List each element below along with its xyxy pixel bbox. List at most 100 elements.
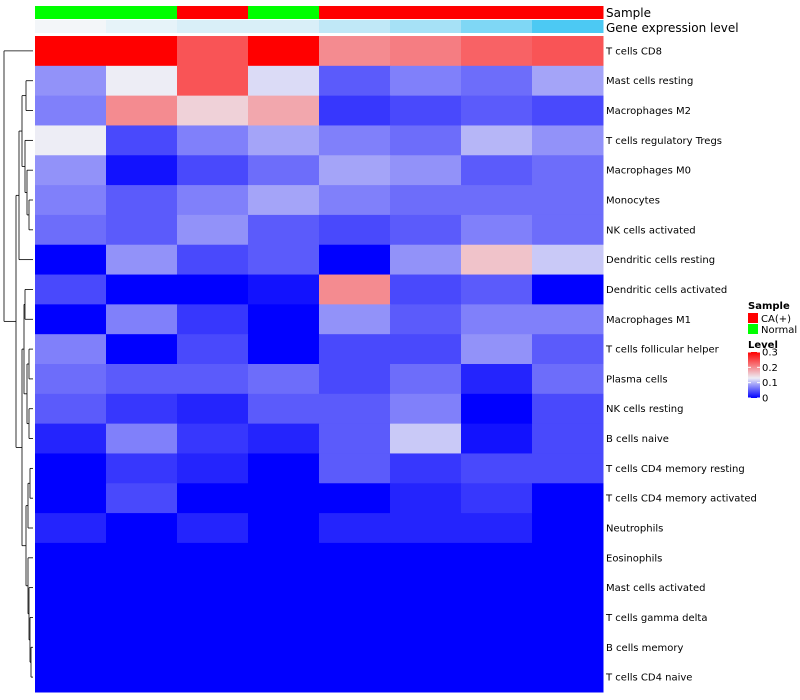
- heatmap-cell: [390, 364, 462, 395]
- heatmap-cell: [177, 364, 249, 395]
- heatmap-cell: [319, 185, 391, 216]
- heatmap-cell: [390, 214, 462, 246]
- heatmap-cell: [390, 334, 462, 365]
- heatmap-cell: [106, 483, 178, 514]
- heatmap-cell: [390, 453, 462, 484]
- legend-sample-entries: CA(+)Normal: [748, 313, 797, 336]
- heatmap-cell: [319, 602, 391, 633]
- heatmap-cell: [532, 393, 604, 425]
- sample-annotation-cell: [461, 6, 533, 19]
- heatmap-cell: [248, 274, 320, 305]
- row-labels: T cells CD8 Mast cells resting Macrophages…: [605, 46, 757, 683]
- heatmap-cell: [106, 36, 178, 67]
- heatmap-cell: [248, 244, 320, 276]
- heatmap-cell: [390, 304, 462, 335]
- heatmap-cell: [532, 65, 604, 97]
- heatmap-cell: [532, 572, 604, 604]
- heatmap-cell: [177, 423, 249, 454]
- row-label: Monocytes: [606, 196, 660, 207]
- heatmap-cell: [532, 244, 604, 276]
- heatmap-cell: [248, 185, 320, 216]
- heatmap-cell: [532, 453, 604, 484]
- heatmap-cell: [532, 334, 604, 365]
- heatmap-cell: [248, 364, 320, 395]
- sample-annotation-cell: [319, 6, 391, 19]
- heatmap-cell: [390, 274, 462, 305]
- heatmap-cell: [461, 364, 533, 395]
- heatmap-cell: [35, 125, 107, 156]
- heatmap-cell: [319, 214, 391, 246]
- heatmap-cell: [248, 483, 320, 514]
- heatmap-cell: [319, 453, 391, 484]
- row-label: Mast cells activated: [606, 583, 705, 594]
- heatmap-cell: [35, 36, 107, 67]
- expression-annotation-cell: [248, 20, 320, 33]
- expression-annotation-cell: [319, 20, 391, 33]
- heatmap-cell: [35, 364, 107, 395]
- heatmap-cell: [248, 95, 320, 126]
- heatmap-cell: [35, 274, 107, 305]
- legend-level-title: Level: [748, 340, 778, 351]
- expression-annotation-cell: [461, 20, 533, 33]
- heatmap-cell: [319, 95, 391, 126]
- heatmap-cell: [106, 274, 178, 305]
- heatmap-cell: [248, 542, 320, 574]
- heatmap-cell: [177, 572, 249, 604]
- row-label: B cells naive: [606, 434, 669, 445]
- heatmap-cell: [390, 602, 462, 633]
- sample-annotation-track: [35, 6, 604, 19]
- legend-level-label: 0.2: [762, 363, 778, 374]
- heatmap-cell: [461, 453, 533, 484]
- heatmap-cell: [177, 125, 249, 156]
- heatmap-cell: [35, 304, 107, 335]
- heatmap-cell: [35, 542, 107, 574]
- heatmap-cell: [461, 393, 533, 425]
- heatmap-cell: [461, 95, 533, 126]
- row-dendrogram: [3, 50, 33, 678]
- heatmap-cell: [461, 304, 533, 335]
- heatmap-cell: [461, 125, 533, 156]
- heatmap-cell: [35, 95, 107, 126]
- heatmap-cell: [461, 483, 533, 514]
- row-label: T cells gamma delta: [605, 613, 707, 624]
- row-label: Plasma cells: [606, 374, 668, 385]
- sample-annotation-cell: [390, 6, 462, 19]
- heatmap-cell: [248, 125, 320, 156]
- heatmap-cell: [177, 542, 249, 574]
- heatmap-cell: [461, 572, 533, 604]
- row-label: T cells CD4 naive: [605, 673, 692, 684]
- heatmap-cell: [35, 393, 107, 425]
- legend-sample-swatch: [748, 324, 758, 334]
- row-label: Eosinophils: [606, 553, 662, 564]
- sample-annotation-cell: [177, 6, 249, 19]
- heatmap-cell: [35, 602, 107, 633]
- heatmap-cell: [248, 453, 320, 484]
- heatmap-cell: [532, 662, 604, 693]
- heatmap-cell: [177, 185, 249, 216]
- heatmap-cell: [390, 36, 462, 67]
- heatmap-cell: [461, 513, 533, 544]
- heatmap-cell: [248, 65, 320, 97]
- heatmap-cell: [532, 185, 604, 216]
- row-label: Dendritic cells resting: [606, 255, 715, 266]
- heatmap-cell: [248, 602, 320, 633]
- row-label: T cells CD4 memory resting: [605, 464, 745, 475]
- heatmap-cell: [390, 423, 462, 454]
- heatmap-cell: [248, 423, 320, 454]
- heatmap-cell: [319, 304, 391, 335]
- legend-level-ticks: 0.3 0.2 0.1 0: [748, 348, 778, 405]
- expression-annotation-track: [35, 20, 604, 33]
- heatmap-cell: [177, 602, 249, 633]
- heatmap-cell: [319, 364, 391, 395]
- heatmap-cell: [461, 662, 533, 693]
- heatmap-cell: [532, 513, 604, 544]
- expression-annotation-cell: [106, 20, 178, 33]
- heatmap-cell: [390, 572, 462, 604]
- heatmap-cell: [390, 95, 462, 126]
- heatmap-cell: [35, 513, 107, 544]
- heatmap-cell: [532, 214, 604, 246]
- heatmap-cell: [461, 214, 533, 246]
- heatmap-cell: [248, 513, 320, 544]
- heatmap-cell: [106, 453, 178, 484]
